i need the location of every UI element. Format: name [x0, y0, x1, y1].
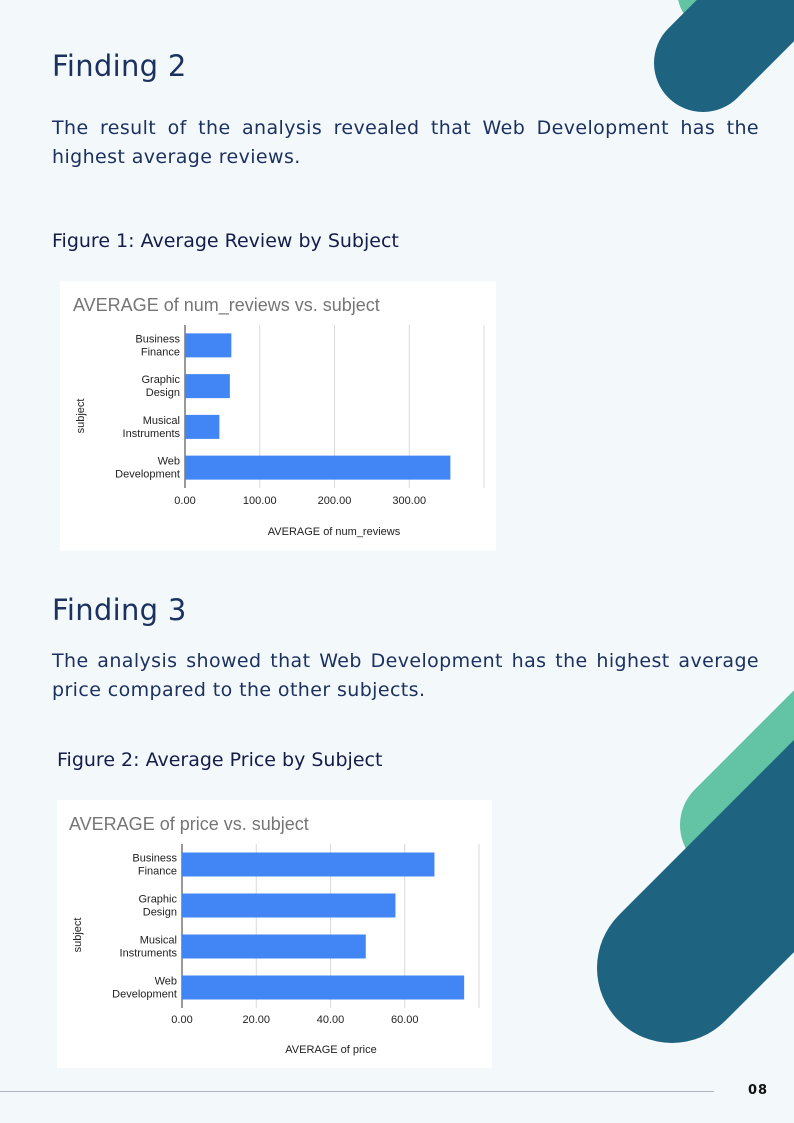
figure-1-chart: AVERAGE of num_reviews vs. subject 0.00 10…	[60, 281, 496, 551]
x-axis-title: AVERAGE of num_reviews	[268, 526, 401, 538]
category-label: Design	[146, 387, 180, 399]
bar	[182, 852, 435, 877]
x-axis-title: AVERAGE of price	[285, 1044, 377, 1056]
finding-3-text: The analysis showed that Web Development…	[52, 650, 759, 701]
x-tick-label: 60.00	[391, 1014, 419, 1026]
category-label: Instruments	[123, 428, 181, 440]
bottom-teal-pill	[597, 739, 794, 1043]
average-price-chart-svg: AVERAGE of price vs. subject 0.00 20.00 40.…	[69, 814, 480, 1056]
figure-2-chart: AVERAGE of price vs. subject 0.00 20.00 40.…	[57, 800, 492, 1068]
bar	[182, 893, 396, 918]
category-label: Finance	[138, 866, 177, 878]
finding-2-text: The result of the analysis revealed that…	[52, 117, 759, 168]
category-label: Graphic	[138, 894, 177, 906]
y-axis-title: subject	[72, 918, 84, 953]
category-label: Design	[143, 907, 177, 919]
category-label: Business	[135, 333, 180, 345]
category-label: Finance	[141, 346, 180, 358]
chart-title: AVERAGE of price vs. subject	[69, 814, 309, 834]
bar	[182, 934, 366, 959]
bar	[185, 414, 220, 439]
y-axis-title: subject	[75, 399, 87, 434]
page-number: 08	[748, 1083, 769, 1098]
finding-3-heading: Finding 3	[52, 593, 187, 627]
x-tick-label: 0.00	[174, 495, 195, 507]
category-label: Web	[155, 976, 177, 988]
bar	[185, 455, 451, 480]
footer-divider	[0, 1091, 714, 1092]
category-label: Business	[132, 853, 177, 865]
category-label: Musical	[140, 935, 177, 947]
category-label: Development	[115, 469, 180, 481]
figure-2-caption: Figure 2: Average Price by Subject	[57, 749, 383, 771]
finding-2-heading: Finding 2	[52, 49, 187, 83]
bar	[185, 374, 230, 399]
category-label: Musical	[143, 415, 180, 427]
category-label: Graphic	[141, 374, 180, 386]
x-tick-label: 200.00	[318, 495, 352, 507]
x-tick-label: 20.00	[242, 1014, 270, 1026]
category-label: Instruments	[120, 948, 178, 960]
x-tick-label: 40.00	[317, 1014, 345, 1026]
category-label: Web	[158, 456, 180, 468]
x-tick-label: 100.00	[243, 495, 277, 507]
chart-title: AVERAGE of num_reviews vs. subject	[73, 295, 380, 316]
x-tick-label: 0.00	[171, 1014, 192, 1026]
x-tick-label: 300.00	[392, 495, 426, 507]
figure-1-caption: Figure 1: Average Review by Subject	[52, 230, 399, 252]
top-teal-pill	[654, 0, 794, 112]
category-label: Development	[112, 989, 177, 1001]
bar	[185, 333, 232, 358]
bar	[182, 975, 465, 1000]
average-reviews-chart-svg: AVERAGE of num_reviews vs. subject 0.00 10…	[73, 295, 485, 538]
